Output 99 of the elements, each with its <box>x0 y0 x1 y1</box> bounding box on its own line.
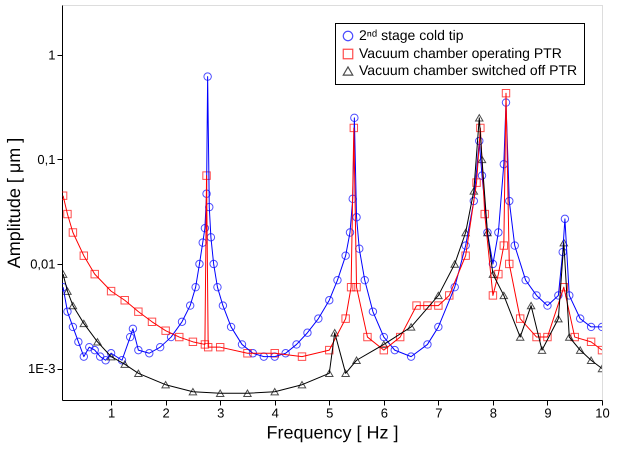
point <box>325 346 334 354</box>
legend-label: Vacuum chamber operating PTR <box>359 45 562 61</box>
point <box>560 238 568 246</box>
point <box>106 352 116 360</box>
point <box>270 388 279 396</box>
point <box>472 178 481 187</box>
y-tick-label: 0,01 <box>30 256 56 272</box>
point <box>341 370 350 378</box>
point <box>134 307 143 316</box>
x-tick-label: 2 <box>162 406 170 420</box>
point <box>161 326 170 335</box>
point <box>586 338 596 346</box>
point <box>298 352 306 361</box>
point <box>480 210 489 218</box>
point <box>216 342 224 352</box>
point <box>202 171 211 180</box>
legend-label: 2ⁿᵈ stage cold tip <box>359 27 464 43</box>
point <box>570 332 579 342</box>
point <box>396 332 404 342</box>
point <box>270 349 279 358</box>
point <box>434 301 443 310</box>
point <box>500 292 508 300</box>
point <box>576 346 584 354</box>
legend-label: Vacuum chamber switched off PTR <box>359 62 578 78</box>
point <box>200 340 210 349</box>
point <box>93 338 102 346</box>
point <box>120 360 129 368</box>
point <box>350 124 358 132</box>
point <box>478 156 486 164</box>
point <box>505 260 514 268</box>
point <box>494 270 503 278</box>
point <box>216 390 224 397</box>
x-tick-label: 10 <box>595 406 610 420</box>
point <box>63 287 72 295</box>
x-tick-label: 5 <box>326 406 334 420</box>
x-tick-label: 1 <box>108 406 116 420</box>
point <box>538 346 546 354</box>
x-tick-label: 6 <box>380 406 388 420</box>
point <box>476 124 485 132</box>
point <box>543 332 552 342</box>
y-tick-label: 1 <box>48 47 56 62</box>
point <box>346 282 356 292</box>
y-tick-label: 1E-3 <box>28 361 56 376</box>
point <box>380 346 388 354</box>
point <box>450 260 459 268</box>
point <box>161 381 170 388</box>
point <box>148 318 156 326</box>
point <box>330 329 339 336</box>
point <box>560 282 568 292</box>
point <box>175 332 184 342</box>
point <box>363 332 372 342</box>
point <box>475 114 484 122</box>
x-tick-label: 3 <box>217 406 224 420</box>
point <box>516 314 524 323</box>
point <box>68 228 78 237</box>
point <box>325 370 334 378</box>
x-tick-label: 9 <box>544 406 552 420</box>
point <box>516 333 524 341</box>
point <box>243 349 252 358</box>
point <box>565 333 574 341</box>
point <box>352 282 361 292</box>
point <box>461 251 470 260</box>
point <box>502 88 510 98</box>
point <box>120 296 129 304</box>
point <box>80 251 88 260</box>
point <box>80 320 88 328</box>
x-tick-label: 7 <box>435 406 442 420</box>
point <box>554 314 563 322</box>
point <box>586 356 596 364</box>
y-axis-title: Amplitude [ μm ] <box>4 138 24 268</box>
point <box>298 381 306 388</box>
point <box>423 301 432 310</box>
point <box>434 292 443 300</box>
point <box>188 388 198 396</box>
point <box>500 241 508 250</box>
point <box>134 370 143 378</box>
point <box>341 314 350 323</box>
point <box>204 342 212 352</box>
point <box>106 286 116 296</box>
point <box>412 301 421 310</box>
point <box>488 291 498 300</box>
point <box>406 323 416 331</box>
x-tick-label: 8 <box>490 406 498 420</box>
point <box>380 340 388 348</box>
x-axis-title: Frequency [ Hz ] <box>266 422 399 442</box>
point <box>526 302 536 310</box>
point <box>470 187 478 195</box>
point <box>488 270 498 278</box>
point <box>63 210 72 218</box>
point <box>352 356 361 364</box>
point <box>461 228 470 236</box>
point <box>532 332 541 342</box>
x-tick-label: 4 <box>272 406 279 420</box>
point <box>243 390 252 397</box>
y-tick-label: 0,1 <box>37 152 56 167</box>
point <box>68 302 78 310</box>
point <box>445 291 454 300</box>
point <box>90 270 99 278</box>
point <box>188 338 198 346</box>
